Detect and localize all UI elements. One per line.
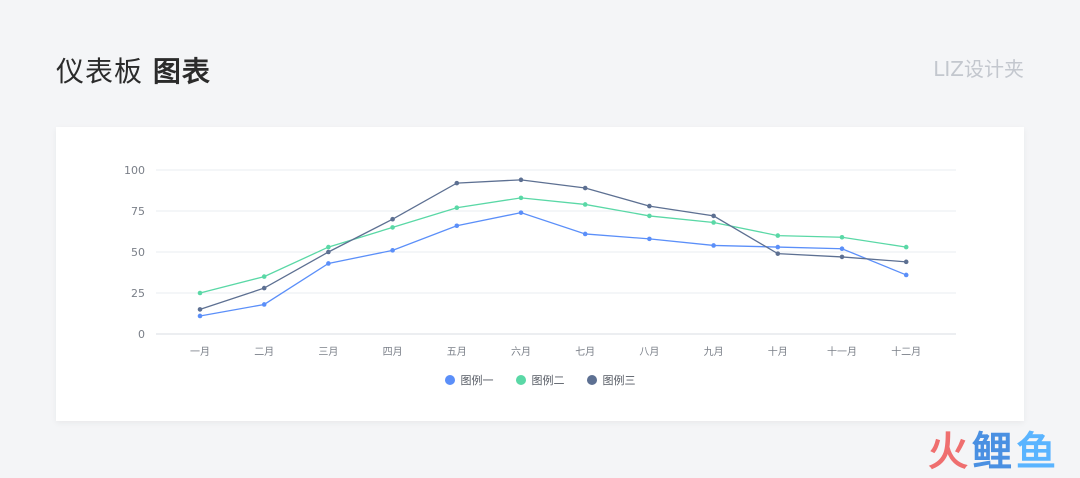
x-tick-label: 二月 xyxy=(254,346,274,358)
x-tick-label: 六月 xyxy=(511,346,531,358)
x-tick-label: 十月 xyxy=(768,345,788,358)
legend-item-2[interactable]: 图例二 xyxy=(515,372,565,388)
watermark-char: 鲤 xyxy=(972,429,1012,475)
data-point[interactable] xyxy=(326,249,331,255)
data-point[interactable] xyxy=(839,246,845,252)
page-title-light: 仪表板 xyxy=(56,55,144,88)
x-tick-label: 八月 xyxy=(639,346,659,358)
data-point[interactable] xyxy=(903,272,909,278)
legend-label: 图例三 xyxy=(602,374,636,387)
legend-dot-icon xyxy=(515,375,526,385)
data-point[interactable] xyxy=(197,313,203,319)
data-point[interactable] xyxy=(261,285,267,291)
x-tick-label: 九月 xyxy=(704,346,724,358)
data-point[interactable] xyxy=(839,254,845,260)
x-tick-label: 三月 xyxy=(318,346,338,358)
legend-item-1[interactable]: 图例一 xyxy=(444,372,494,388)
data-point[interactable] xyxy=(390,216,395,222)
data-point[interactable] xyxy=(390,248,395,253)
data-point[interactable] xyxy=(711,243,716,248)
y-tick-label: 100 xyxy=(124,164,145,177)
legend-label: 图例二 xyxy=(531,374,565,387)
series-line-2 xyxy=(199,197,907,294)
x-tick-label: 五月 xyxy=(447,346,467,358)
data-point[interactable] xyxy=(582,202,588,207)
data-point[interactable] xyxy=(903,244,909,250)
y-tick-label: 75 xyxy=(131,205,145,218)
data-point[interactable] xyxy=(454,223,460,229)
watermark-logo: 火鲤鱼 xyxy=(928,432,1056,472)
data-point[interactable] xyxy=(647,203,652,209)
data-point[interactable] xyxy=(582,185,588,191)
data-point[interactable] xyxy=(518,177,524,183)
page-title: 仪表板 图表 xyxy=(56,50,211,90)
legend-label: 图例一 xyxy=(460,374,494,387)
legend-dot-icon xyxy=(586,375,597,385)
data-point[interactable] xyxy=(454,205,460,211)
page-title-bold: 图表 xyxy=(152,55,211,88)
data-point[interactable] xyxy=(390,225,395,230)
series-line-3 xyxy=(199,179,907,311)
y-tick-label: 25 xyxy=(131,287,145,300)
data-point[interactable] xyxy=(518,210,524,215)
data-point[interactable] xyxy=(839,234,845,240)
data-point[interactable] xyxy=(518,195,524,201)
data-point[interactable] xyxy=(647,213,652,219)
data-point[interactable] xyxy=(261,274,267,279)
watermark-char: 鱼 xyxy=(1016,429,1056,475)
data-point[interactable] xyxy=(261,302,267,307)
data-point[interactable] xyxy=(711,220,716,225)
line-chart: 0 25 50 75 100 一月 二月 三月 四月 五月 六月 七月 八月 九月 十月 十一月 十二月 xyxy=(124,164,956,358)
x-tick-label: 一月 xyxy=(190,346,210,358)
legend-dot-icon xyxy=(444,375,455,385)
x-tick-label: 十一月 xyxy=(827,345,857,358)
series-line-1 xyxy=(199,211,907,317)
y-tick-label: 0 xyxy=(138,328,145,341)
data-point[interactable] xyxy=(903,259,909,265)
data-point[interactable] xyxy=(454,180,460,186)
data-point[interactable] xyxy=(326,244,331,250)
data-point[interactable] xyxy=(775,251,781,256)
legend-item-3[interactable]: 图例三 xyxy=(586,372,636,388)
data-point[interactable] xyxy=(775,233,781,238)
data-point[interactable] xyxy=(197,290,203,296)
brand-label: LIZ设计夹 xyxy=(933,57,1024,81)
x-tick-label: 七月 xyxy=(575,346,595,358)
x-tick-label: 四月 xyxy=(383,346,403,358)
data-point[interactable] xyxy=(775,244,781,250)
data-point[interactable] xyxy=(197,307,203,312)
watermark-char: 火 xyxy=(928,429,968,475)
data-point[interactable] xyxy=(647,236,652,242)
y-tick-label: 50 xyxy=(131,246,145,259)
data-point[interactable] xyxy=(582,231,588,237)
chart-legend: 图例一 图例二 图例三 xyxy=(56,372,1024,388)
data-point[interactable] xyxy=(326,261,331,266)
chart-card: 0 25 50 75 100 一月 二月 三月 四月 五月 六月 七月 八月 九月 十月 十一月 十二月 图例一… xyxy=(56,127,1024,421)
x-tick-label: 十二月 xyxy=(891,345,921,358)
data-point[interactable] xyxy=(711,213,716,219)
